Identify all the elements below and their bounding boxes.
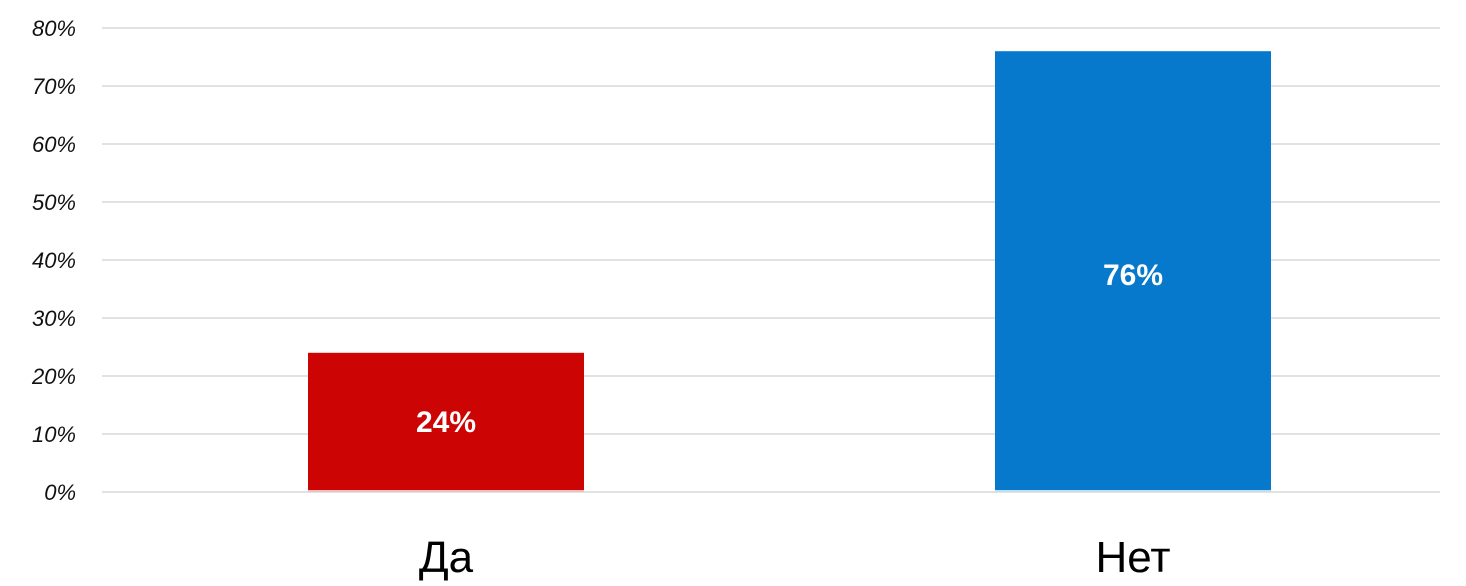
data-labels: 24% 76% — [416, 259, 1163, 439]
category-label-1: Да — [419, 533, 474, 582]
bar-1 — [308, 352, 584, 492]
y-tick-label: 30% — [32, 306, 76, 331]
data-label-2: 76% — [1103, 259, 1163, 292]
y-tick-label: 50% — [32, 190, 76, 215]
bar-2 — [995, 51, 1271, 492]
x-axis-categories: Да Нет — [419, 533, 1171, 582]
category-label-2: Нет — [1096, 533, 1171, 582]
y-tick-label: 20% — [31, 364, 76, 389]
y-tick-label: 60% — [32, 132, 76, 157]
data-label-1: 24% — [416, 406, 476, 439]
y-tick-label: 10% — [32, 422, 76, 447]
bars — [308, 51, 1271, 492]
y-axis-ticks: 0% 10% 20% 30% 40% 50% 60% 70% 80% — [31, 16, 76, 505]
y-tick-label: 70% — [32, 74, 76, 99]
y-tick-label: 0% — [44, 480, 76, 505]
y-tick-label: 40% — [32, 248, 76, 273]
y-tick-label: 80% — [32, 16, 76, 41]
